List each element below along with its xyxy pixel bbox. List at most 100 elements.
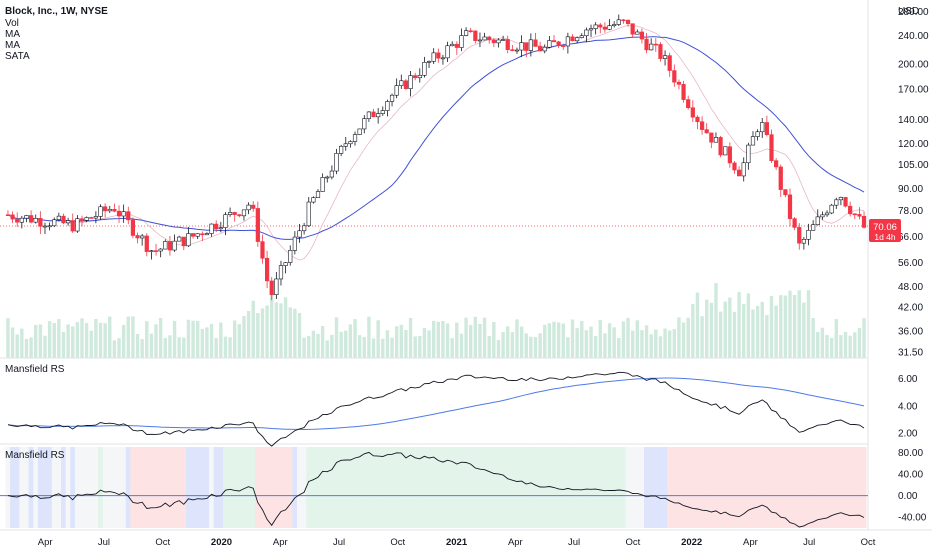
rs-zone [570, 447, 576, 528]
candle-body [149, 250, 154, 252]
candle-body [56, 215, 61, 221]
rs-zone [283, 447, 289, 528]
price-tick-label: 105.00 [898, 160, 929, 171]
rs-zone [403, 447, 409, 528]
volume-bar [168, 335, 172, 358]
rs-zone [357, 447, 363, 528]
rs-zone [74, 447, 80, 528]
price-tick-label: 56.00 [898, 258, 923, 269]
rs-zone [731, 447, 737, 528]
volume-bar [561, 323, 565, 358]
candle-body [612, 24, 617, 26]
volume-bar [510, 332, 515, 358]
candle-body [676, 81, 682, 85]
volume-bar [38, 324, 43, 358]
indicator-ma-1[interactable]: MA [5, 29, 20, 40]
rs-zone [70, 447, 76, 528]
candle-body [186, 233, 191, 247]
candle-body [824, 212, 830, 216]
symbol-title[interactable]: Block, Inc., 1W, NYSE [5, 6, 108, 17]
rs-zone [852, 447, 858, 528]
volume-bar [570, 319, 575, 358]
rs-zone [408, 447, 414, 528]
rs-zone [796, 447, 802, 528]
rs-zone [398, 447, 404, 528]
rs-zone [338, 447, 344, 528]
rs-zone [616, 447, 622, 528]
candle-body [167, 241, 173, 251]
volume-bar [75, 322, 80, 358]
volume-bar [103, 323, 107, 358]
volume-bar [34, 324, 38, 358]
volume-bar [140, 339, 144, 358]
candle-body [440, 57, 446, 60]
candle-body [116, 210, 122, 217]
indicator-vol[interactable]: Vol [5, 18, 19, 29]
candle-body [153, 250, 159, 252]
rs-zone [296, 447, 302, 528]
rs-zone [815, 447, 821, 528]
rs-zone [773, 447, 779, 528]
candle-body [297, 230, 302, 238]
indicator-ma-2[interactable]: MA [5, 40, 20, 51]
candle-body [491, 39, 496, 44]
rs-zone [227, 447, 233, 528]
rs-zone [125, 447, 131, 528]
candle-body [811, 224, 816, 231]
rs-zone [829, 447, 835, 528]
rs-zone [292, 447, 298, 528]
volume-bar [131, 316, 135, 358]
rs-zone [343, 447, 349, 528]
candle-body [362, 118, 367, 130]
volume-bar [482, 317, 487, 358]
volume-bar [862, 318, 866, 358]
panel-separators [0, 0, 932, 531]
candle-body [339, 145, 344, 154]
candle-body [639, 31, 645, 40]
volume-bar [607, 323, 612, 358]
candle-body [644, 38, 649, 51]
time-tick-label: Apr [273, 537, 288, 548]
volume-bar [441, 320, 445, 358]
rs-zone [856, 447, 862, 528]
rs-pct-panel-title[interactable]: Mansfield RS [5, 450, 65, 461]
rs-zone [366, 447, 372, 528]
candle-body [524, 42, 529, 51]
volume-bar [66, 324, 70, 358]
time-tick-label: 2021 [446, 537, 468, 548]
candle-body [144, 235, 149, 252]
volume-bar [149, 333, 154, 358]
rs-zone [768, 447, 774, 528]
candle-body [709, 132, 714, 143]
candle-body [487, 36, 492, 41]
volume-bar [186, 319, 191, 358]
candle-body [306, 201, 311, 227]
volume-bar [769, 296, 774, 358]
rs-zone [833, 447, 839, 528]
candle-body [857, 214, 862, 217]
indicator-sata[interactable]: SATA [5, 51, 30, 62]
rs-zone [491, 447, 497, 528]
candle-body [686, 99, 691, 109]
rs-zone [579, 447, 585, 528]
rs-panel-title[interactable]: Mansfield RS [5, 364, 65, 375]
rs-zone [380, 447, 386, 528]
candle-body [838, 197, 844, 201]
time-tick-label: Jul [568, 537, 580, 548]
volume-bar [547, 323, 552, 358]
candle-body [158, 248, 163, 252]
time-tick-label: Oct [155, 537, 170, 548]
volume-bar [24, 338, 29, 358]
rs-zone [93, 447, 99, 528]
candle-body [450, 43, 455, 47]
candle-body [288, 250, 293, 263]
rs-zone [79, 447, 85, 528]
rs-zone [764, 447, 770, 528]
volume-bar [320, 326, 325, 358]
candle-body [723, 146, 728, 156]
time-tick-label: Apr [508, 537, 523, 548]
rs-zone [787, 447, 793, 528]
rs-zone [847, 447, 853, 528]
candle-body [126, 211, 131, 221]
